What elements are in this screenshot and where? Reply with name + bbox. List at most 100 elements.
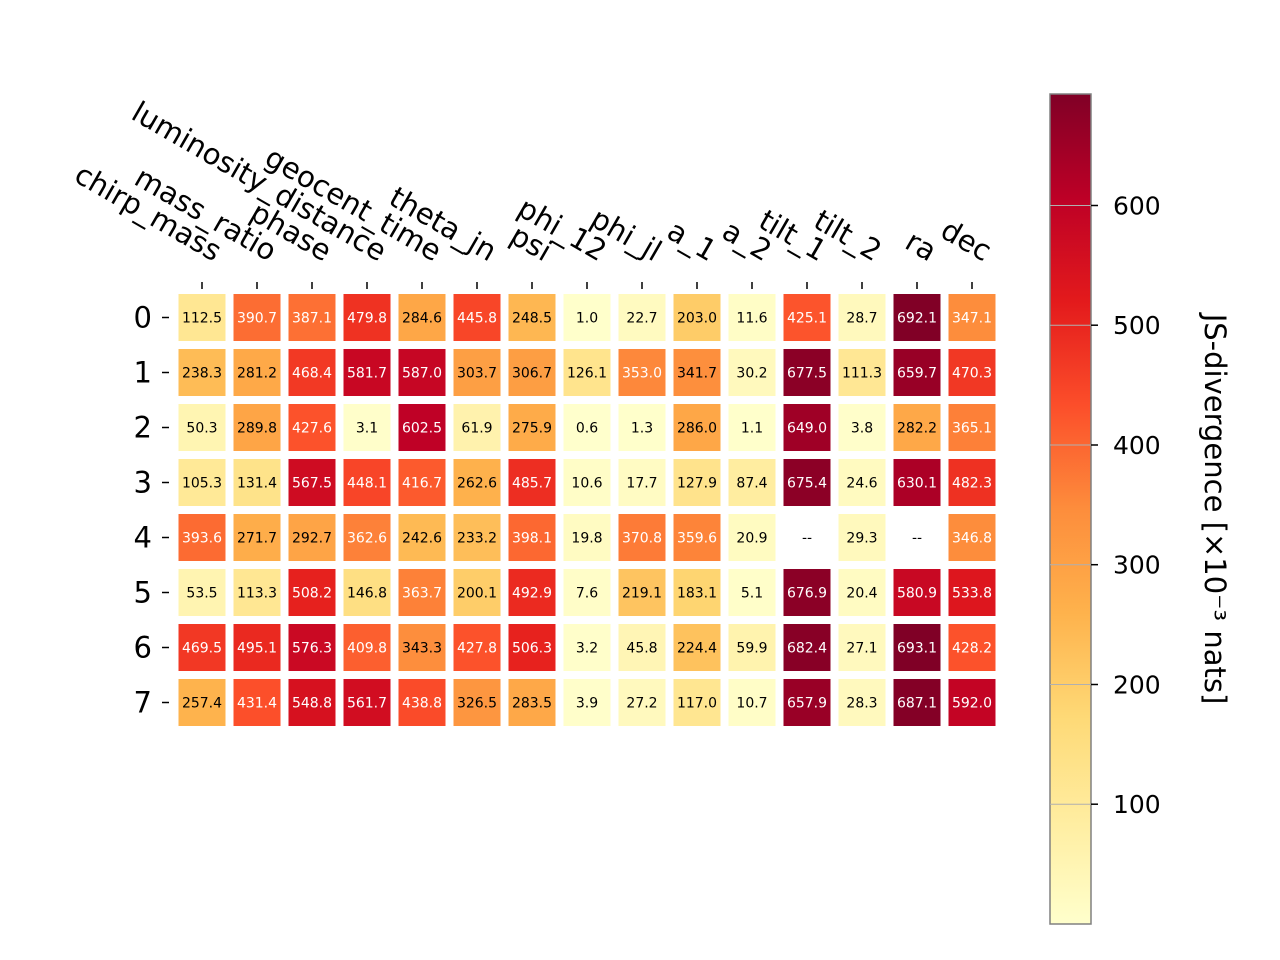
heatmap-cell-r7-c3 xyxy=(343,679,391,726)
heatmap-cell-r6-c12 xyxy=(838,624,886,671)
heatmap-cell-r3-c13 xyxy=(893,459,941,506)
cell-value-label-r2-c3: 3.1 xyxy=(356,421,378,437)
heatmap-cell-r0-c13 xyxy=(893,294,941,341)
cell-value-label-r6-c11: 682.4 xyxy=(787,641,827,657)
heatmap-cell-r3-c9 xyxy=(673,459,721,506)
cell-value-label-r5-c1: 113.3 xyxy=(237,586,277,602)
cell-value-label-r6-c0: 469.5 xyxy=(182,641,222,657)
colorbar-tick-label-200: 200 xyxy=(1113,671,1161,700)
heatmap-cell-r4-c4 xyxy=(398,514,446,561)
heatmap-cell-r6-c3 xyxy=(343,624,391,671)
colorbar-tick-label-100: 100 xyxy=(1113,790,1161,819)
cell-value-label-r6-c10: 59.9 xyxy=(736,641,767,657)
heatmap-cell-r2-c9 xyxy=(673,404,721,451)
cell-value-label-r7-c10: 10.7 xyxy=(736,696,767,712)
cell-value-label-r4-c3: 362.6 xyxy=(347,531,387,547)
heatmap-cell-r1-c7 xyxy=(563,349,611,396)
cell-value-label-r6-c8: 45.8 xyxy=(626,641,657,657)
cell-value-label-r2-c9: 286.0 xyxy=(677,421,717,437)
heatmap-cell-r7-c7 xyxy=(563,679,611,726)
heatmap-cell-r5-c8 xyxy=(618,569,666,616)
cell-value-label-r0-c6: 248.5 xyxy=(512,311,552,327)
heatmap-cell-r5-c2 xyxy=(288,569,336,616)
cell-value-label-r6-c9: 224.4 xyxy=(677,641,717,657)
cell-value-label-r4-c8: 370.8 xyxy=(622,531,662,547)
cell-value-label-r0-c5: 445.8 xyxy=(457,311,497,327)
cell-value-label-r3-c6: 485.7 xyxy=(512,476,552,492)
heatmap-cell-r6-c6 xyxy=(508,624,556,671)
heatmap-cell-r0-c5 xyxy=(453,294,501,341)
heatmap-cell-r7-c10 xyxy=(728,679,776,726)
heatmap-cell-r0-c4 xyxy=(398,294,446,341)
column-label-dec: dec xyxy=(935,213,997,269)
heatmap-cell-r5-c1 xyxy=(233,569,281,616)
cell-value-label-r3-c1: 131.4 xyxy=(237,476,277,492)
cell-value-label-r1-c1: 281.2 xyxy=(237,366,277,382)
heatmap-cell-r0-c2 xyxy=(288,294,336,341)
cell-value-label-r4-c5: 233.2 xyxy=(457,531,497,547)
heatmap-cell-r2-c13 xyxy=(893,404,941,451)
cell-value-label-r0-c0: 112.5 xyxy=(182,311,222,327)
heatmap-cell-r6-c1 xyxy=(233,624,281,671)
cell-value-label-r7-c9: 117.0 xyxy=(677,696,717,712)
cell-value-label-r0-c1: 390.7 xyxy=(237,311,277,327)
heatmap-cell-r2-c11 xyxy=(783,404,831,451)
heatmap-cells: 112.5 390.7 387.1 479.8 284.6 445.8 248.5 1.0 22… xyxy=(178,294,996,726)
heatmap-cell-r5-c10 xyxy=(728,569,776,616)
cell-value-label-r4-c14: 346.8 xyxy=(952,531,992,547)
row-label-0: 0 xyxy=(134,301,152,335)
cell-value-label-r3-c8: 17.7 xyxy=(626,476,657,492)
cell-value-label-r5-c12: 20.4 xyxy=(846,586,877,602)
cell-value-label-r3-c4: 416.7 xyxy=(402,476,442,492)
heatmap-cell-r7-c12 xyxy=(838,679,886,726)
heatmap-cell-r2-c4 xyxy=(398,404,446,451)
cell-value-label-r6-c4: 343.3 xyxy=(402,641,442,657)
row-label-6: 6 xyxy=(134,631,152,665)
heatmap-cell-r7-c4 xyxy=(398,679,446,726)
heatmap-cell-r2-c5 xyxy=(453,404,501,451)
heatmap-cell-r5-c7 xyxy=(563,569,611,616)
column-label-a_1: a_1 xyxy=(662,213,723,268)
heatmap-cell-r7-c6 xyxy=(508,679,556,726)
cell-value-label-r2-c2: 427.6 xyxy=(292,421,332,437)
heatmap-cell-r6-c13 xyxy=(893,624,941,671)
heatmap-cell-r6-c11 xyxy=(783,624,831,671)
cell-value-label-r1-c13: 659.7 xyxy=(897,366,937,382)
cell-value-label-r2-c7: 0.6 xyxy=(576,421,598,437)
cell-value-label-r6-c13: 693.1 xyxy=(897,641,937,657)
cell-value-label-r1-c4: 587.0 xyxy=(402,366,442,382)
cell-value-label-r1-c8: 353.0 xyxy=(622,366,662,382)
cell-value-label-r5-c2: 508.2 xyxy=(292,586,332,602)
heatmap-cell-r1-c9 xyxy=(673,349,721,396)
heatmap-cell-r3-c1 xyxy=(233,459,281,506)
cell-value-label-r5-c6: 492.9 xyxy=(512,586,552,602)
heatmap-cell-r4-c2 xyxy=(288,514,336,561)
heatmap-cell-r7-c0 xyxy=(178,679,226,726)
heatmap-cell-r3-c8 xyxy=(618,459,666,506)
heatmap-cell-r2-c6 xyxy=(508,404,556,451)
heatmap-cell-r2-c8 xyxy=(618,404,666,451)
heatmap-cell-r0-c6 xyxy=(508,294,556,341)
cell-value-label-r1-c10: 30.2 xyxy=(736,366,767,382)
colorbar: 100 200 300 400 500 600 JS-divergence [×10⁻³ n… xyxy=(1049,93,1232,925)
cell-value-label-r2-c8: 1.3 xyxy=(631,421,653,437)
heatmap-cell-r0-c0 xyxy=(178,294,226,341)
cell-value-label-r6-c14: 428.2 xyxy=(952,641,992,657)
heatmap-cell-r7-c14 xyxy=(948,679,996,726)
cell-value-label-r3-c0: 105.3 xyxy=(182,476,222,492)
cell-value-label-r3-c2: 567.5 xyxy=(292,476,332,492)
heatmap-cell-r4-c0 xyxy=(178,514,226,561)
heatmap-cell-r0-c3 xyxy=(343,294,391,341)
cell-value-label-r7-c2: 548.8 xyxy=(292,696,332,712)
cell-value-label-r5-c10: 5.1 xyxy=(741,586,763,602)
cell-value-label-r5-c14: 533.8 xyxy=(952,586,992,602)
cell-value-label-r1-c2: 468.4 xyxy=(292,366,332,382)
cell-value-label-r0-c8: 22.7 xyxy=(626,311,657,327)
heatmap-cell-r1-c12 xyxy=(838,349,886,396)
cell-value-label-r5-c0: 53.5 xyxy=(186,586,217,602)
cell-value-label-r2-c5: 61.9 xyxy=(461,421,492,437)
heatmap-cell-r3-c12 xyxy=(838,459,886,506)
cell-value-label-r1-c12: 111.3 xyxy=(842,366,882,382)
heatmap-cell-r5-c3 xyxy=(343,569,391,616)
heatmap-cell-r1-c1 xyxy=(233,349,281,396)
